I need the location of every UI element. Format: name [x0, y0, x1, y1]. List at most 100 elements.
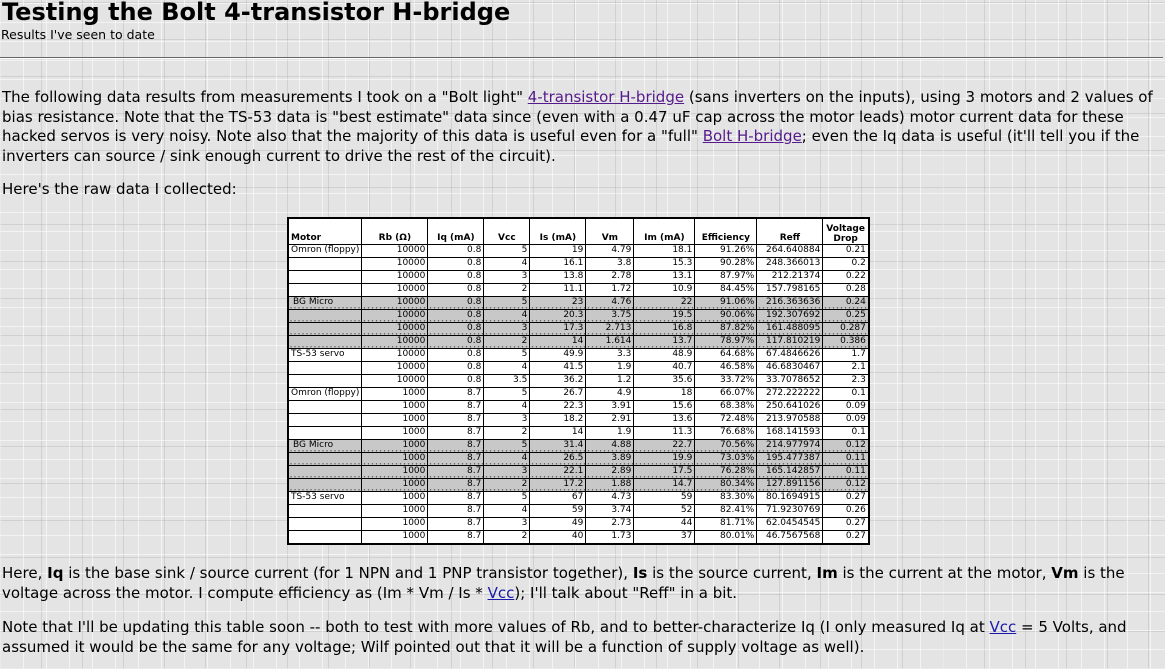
cell-rb-value: 10000: [396, 362, 426, 372]
cell-vd: 0.1: [822, 425, 870, 440]
cell-im: 44: [633, 516, 696, 531]
cell-is-value: 11.1: [563, 284, 584, 294]
intro-text-3: ; even the Iq data is useful (it'll tell…: [2, 127, 1140, 165]
cell-vcc-value: 4: [521, 258, 528, 268]
cell-vcc-value: 5: [521, 492, 528, 502]
cell-vm: 1.73: [585, 529, 635, 544]
cell-motor: [287, 308, 363, 323]
cell-vcc: 2: [483, 334, 531, 349]
cell-vm: 3.91: [585, 399, 635, 414]
cell-reff: 80.1694915: [756, 490, 824, 505]
cell-iq-value: 8.7: [465, 453, 482, 463]
cell-rb: 10000: [361, 347, 429, 362]
cell-is: 22.1: [529, 464, 587, 479]
cell-im-value: 13.6: [672, 414, 693, 424]
cell-eff: 73.03%: [694, 451, 758, 466]
raw-data-intro: Here's the raw data I collected:: [2, 180, 237, 198]
table-row: 10000 0.8 3.5 36.2 1.2 35.6 33.72% 33.7078652 2.…: [287, 373, 870, 388]
cell-vcc-value: 3: [521, 414, 528, 424]
cell-iq-value: 8.7: [467, 388, 482, 398]
cell-is: 16.1: [529, 256, 587, 271]
cell-iq-value: 0.8: [467, 375, 482, 385]
cell-im-value: 13.7: [670, 336, 693, 346]
table-row: BG Micro 10000 0.8 5 23 4.76 22 91.06% 216.36363…: [287, 295, 870, 310]
cell-im: 10.9: [633, 282, 696, 297]
cell-im-value: 10.9: [672, 284, 693, 294]
cell-rb: 10000: [361, 282, 429, 297]
cell-vcc: 5: [483, 243, 531, 258]
cell-vcc: 3: [483, 516, 531, 531]
table-row: Omron (floppy) 1000 8.7 5 26.7 4.9 18 66.07% 272…: [287, 386, 870, 401]
cell-eff: 76.28%: [694, 464, 758, 479]
cell-iq: 0.8: [427, 308, 485, 323]
cell-eff: 90.28%: [694, 256, 758, 271]
cell-vd: 0.28: [822, 282, 870, 297]
cell-vm-value: 4.88: [609, 440, 632, 450]
cell-iq: 0.8: [427, 243, 485, 258]
cell-eff: 91.06%: [694, 295, 758, 310]
cell-reff: 62.0454545: [756, 516, 824, 531]
cell-iq: 8.7: [427, 503, 485, 518]
col-header-is: Is (mA): [529, 217, 587, 245]
cell-eff-value: 91.06%: [718, 297, 755, 307]
cell-im-value: 44: [680, 518, 693, 528]
link-4-transistor-h-bridge[interactable]: 4-transistor H-bridge: [527, 88, 685, 106]
cell-vcc-value: 4: [519, 310, 528, 320]
cell-eff-value: 64.68%: [720, 349, 755, 359]
cell-vd-value: 2.3: [851, 375, 866, 385]
cell-vd-value: 0.287: [838, 323, 866, 333]
cell-vcc-value: 5: [519, 440, 528, 450]
cell-im-value: 22: [678, 297, 693, 307]
cell-vd: 0.12: [822, 477, 870, 492]
col-header-voltage-drop: Voltage Drop: [822, 217, 870, 245]
data-table: Motor Rb (Ω) Iq (mA) Vcc Is (mA) Vm Im (…: [287, 217, 870, 545]
cell-rb-value: 10000: [394, 310, 426, 320]
link-vcc-note[interactable]: Vcc: [989, 618, 1017, 636]
cell-rb-value: 1000: [402, 414, 426, 424]
header-divider: [0, 57, 1163, 59]
cell-iq: 8.7: [427, 490, 485, 505]
cell-reff-value: 46.7567568: [765, 531, 821, 541]
cell-vm: 3.3: [585, 347, 635, 362]
cell-vd-value: 0.386: [838, 336, 866, 346]
cell-eff: 84.45%: [694, 282, 758, 297]
cell-reff: 212.21374: [756, 269, 824, 284]
cell-im-value: 48.9: [672, 349, 693, 359]
intro-text-2: (sans inverters on the inputs), using 3 …: [2, 88, 1153, 145]
cell-motor-value: BG Micro: [291, 297, 334, 307]
cell-iq: 8.7: [427, 386, 485, 401]
cell-im: 11.3: [633, 425, 696, 440]
cell-vcc-value: 3: [519, 466, 528, 476]
cell-vd-value: 0.27: [845, 531, 866, 541]
cell-iq: 8.7: [427, 438, 485, 453]
cell-vd: 0.22: [822, 269, 870, 284]
cell-reff-value: 248.366013: [765, 258, 821, 268]
cell-rb-value: 10000: [394, 297, 426, 307]
cell-vd-value: 0.09: [845, 401, 866, 411]
cell-motor-value: Omron (floppy): [291, 245, 360, 255]
link-bolt-h-bridge[interactable]: Bolt H-bridge: [702, 127, 802, 145]
cell-reff: 127.891156: [756, 477, 824, 492]
cell-im: 18.1: [633, 243, 696, 258]
cell-im-value: 59: [680, 492, 693, 502]
cell-is-value: 41.5: [563, 362, 584, 372]
cell-vd-value: 1.7: [851, 349, 866, 359]
cell-reff: 67.4846626: [756, 347, 824, 362]
cell-eff: 82.41%: [694, 503, 758, 518]
table-row: TS-53 servo 1000 8.7 5 67 4.73 59 83.30% 80.1694…: [287, 490, 870, 505]
cell-vm-value: 1.614: [603, 336, 632, 346]
cell-vcc: 2: [483, 529, 531, 544]
cell-vm-value: 3.74: [611, 505, 632, 515]
cell-reff-value: 161.488095: [763, 323, 821, 333]
cell-iq: 8.7: [427, 529, 485, 544]
col-header-im: Im (mA): [633, 217, 696, 245]
cell-vcc: 3: [483, 412, 531, 427]
cell-vm-value: 2.73: [611, 518, 632, 528]
cell-im: 19.9: [633, 451, 696, 466]
cell-vm: 2.78: [585, 269, 635, 284]
cell-vm-value: 2.713: [603, 323, 632, 333]
link-vcc[interactable]: Vcc: [487, 583, 515, 602]
cell-vd: 0.11: [822, 464, 870, 479]
cell-motor-value: Omron (floppy): [291, 388, 360, 398]
